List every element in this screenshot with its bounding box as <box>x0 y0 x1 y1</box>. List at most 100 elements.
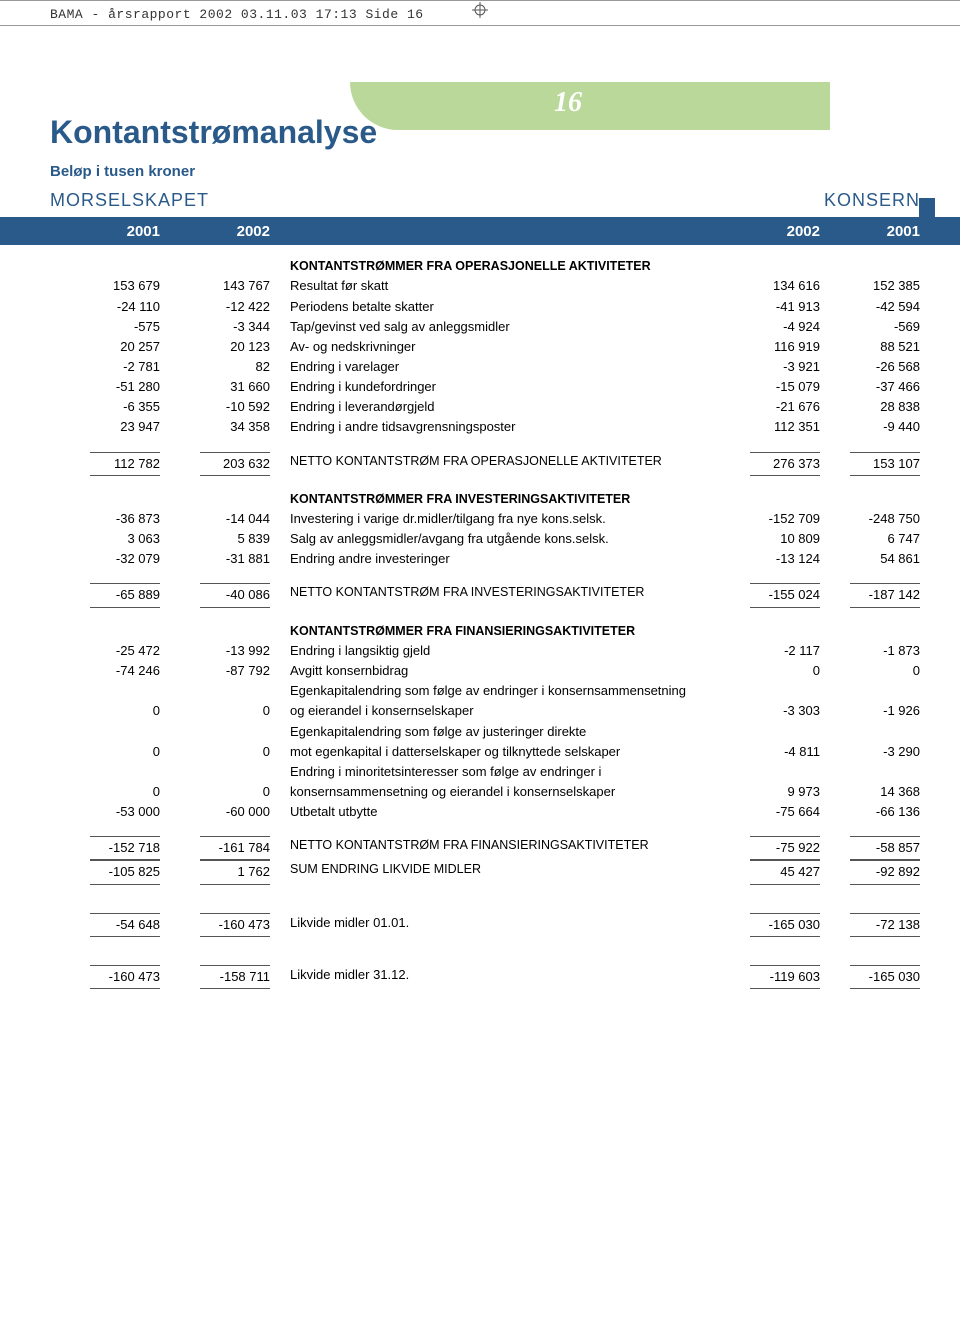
table-row: 153 679143 767Resultat før skatt134 6161… <box>50 276 920 296</box>
table-row: 3 0635 839Salg av anleggsmidler/avgang f… <box>50 529 920 549</box>
cell: -13 124 <box>720 549 820 569</box>
cell: -75 664 <box>720 802 820 822</box>
cell <box>50 762 160 782</box>
cell: -58 857 <box>820 836 920 860</box>
cell <box>720 681 820 701</box>
table-row: 112 782203 632NETTO KONTANTSTRØM FRA OPE… <box>50 452 920 476</box>
table-row: -160 473-158 711Likvide midler 31.12.-11… <box>50 965 920 989</box>
cell: 82 <box>160 357 270 377</box>
cell: -21 676 <box>720 397 820 417</box>
row-label: Utbetalt utbytte <box>270 802 720 822</box>
cell: -152 709 <box>720 509 820 529</box>
cell: -72 138 <box>820 913 920 937</box>
cell: -160 473 <box>160 913 270 937</box>
entity-right: KONSERN <box>824 190 920 211</box>
cell: -152 718 <box>50 836 160 860</box>
cell: 6 747 <box>820 529 920 549</box>
table-row: -6 355-10 592Endring i leverandørgjeld-2… <box>50 397 920 417</box>
cell: -53 000 <box>50 802 160 822</box>
year-col-1: 2001 <box>50 223 160 240</box>
row-label: Avgitt konsernbidrag <box>270 661 720 681</box>
table-row: -25 472-13 992Endring i langsiktig gjeld… <box>50 641 920 661</box>
row-label: Egenkapitalendring som følge av justerin… <box>270 722 720 742</box>
table-row: -51 28031 660Endring i kundefordringer-1… <box>50 377 920 397</box>
cell <box>720 762 820 782</box>
cell: 45 427 <box>720 860 820 884</box>
cell: 0 <box>160 701 270 721</box>
cell <box>820 722 920 742</box>
table-row: 00mot egenkapital i datterselskaper og t… <box>50 742 920 762</box>
cell: -42 594 <box>820 297 920 317</box>
row-label: Endring i leverandørgjeld <box>270 397 720 417</box>
cell: 112 351 <box>720 417 820 437</box>
cell: 0 <box>160 742 270 762</box>
cell: 203 632 <box>160 452 270 476</box>
table-row: -105 8251 762SUM ENDRING LIKVIDE MIDLER4… <box>50 860 920 884</box>
table-row: 20 25720 123Av- og nedskrivninger116 919… <box>50 337 920 357</box>
cell: 34 358 <box>160 417 270 437</box>
cell: -165 030 <box>720 913 820 937</box>
cell: 152 385 <box>820 276 920 296</box>
cell: -87 792 <box>160 661 270 681</box>
cell: -54 648 <box>50 913 160 937</box>
cell: -13 992 <box>160 641 270 661</box>
cell: -12 422 <box>160 297 270 317</box>
crop-mark-icon <box>472 2 488 21</box>
row-label: Investering i varige dr.midler/tilgang f… <box>270 509 720 529</box>
row-label: NETTO KONTANTSTRØM FRA FINANSIERINGSAKTI… <box>270 836 720 860</box>
table-row: 23 94734 358Endring i andre tidsavgrensn… <box>50 417 920 437</box>
section-heading: KONTANTSTRØMMER FRA INVESTERINGSAKTIVITE… <box>270 490 720 509</box>
row-label: og eierandel i konsernselskaper <box>270 701 720 721</box>
year-col-5: 2001 <box>820 223 920 240</box>
cell: -26 568 <box>820 357 920 377</box>
table-row: Egenkapitalendring som følge av justerin… <box>50 722 920 742</box>
row-label: konsernsammensetning og eierandel i kons… <box>270 782 720 802</box>
cell: 0 <box>160 782 270 802</box>
row-label: Endring i varelager <box>270 357 720 377</box>
cell: -155 024 <box>720 583 820 607</box>
cell <box>50 681 160 701</box>
cell <box>820 762 920 782</box>
cell: -36 873 <box>50 509 160 529</box>
cashflow-table: KONTANTSTRØMMER FRA OPERASJONELLE AKTIVI… <box>50 245 920 1003</box>
cell: 112 782 <box>50 452 160 476</box>
cell: -92 892 <box>820 860 920 884</box>
row-label: Av- og nedskrivninger <box>270 337 720 357</box>
cell: -31 881 <box>160 549 270 569</box>
cell: -15 079 <box>720 377 820 397</box>
cell: -165 030 <box>820 965 920 989</box>
cell: -3 290 <box>820 742 920 762</box>
cell: 10 809 <box>720 529 820 549</box>
cell: -1 873 <box>820 641 920 661</box>
page-title: Kontantstrømanalyse <box>50 114 920 151</box>
cell: -248 750 <box>820 509 920 529</box>
cell: -105 825 <box>50 860 160 884</box>
cell: 23 947 <box>50 417 160 437</box>
section-heading-row: KONTANTSTRØMMER FRA OPERASJONELLE AKTIVI… <box>50 257 920 276</box>
cell: -60 000 <box>160 802 270 822</box>
cell: 3 063 <box>50 529 160 549</box>
cell: 31 660 <box>160 377 270 397</box>
cell: -10 592 <box>160 397 270 417</box>
row-label: NETTO KONTANTSTRØM FRA OPERASJONELLE AKT… <box>270 452 720 476</box>
cell: -14 044 <box>160 509 270 529</box>
section-heading: KONTANTSTRØMMER FRA OPERASJONELLE AKTIVI… <box>270 257 720 276</box>
cell: -41 913 <box>720 297 820 317</box>
cell: -65 889 <box>50 583 160 607</box>
cell: -187 142 <box>820 583 920 607</box>
cell: 0 <box>50 742 160 762</box>
cell <box>720 722 820 742</box>
cell: -75 922 <box>720 836 820 860</box>
cell: 134 616 <box>720 276 820 296</box>
table-row: -65 889-40 086NETTO KONTANTSTRØM FRA INV… <box>50 583 920 607</box>
section-heading-row: KONTANTSTRØMMER FRA FINANSIERINGSAKTIVIT… <box>50 622 920 641</box>
cell: 88 521 <box>820 337 920 357</box>
row-label: Likvide midler 01.01. <box>270 913 720 937</box>
cell: -2 117 <box>720 641 820 661</box>
cell: -66 136 <box>820 802 920 822</box>
row-label: Resultat før skatt <box>270 276 720 296</box>
cell: 14 368 <box>820 782 920 802</box>
table-row: -2 78182Endring i varelager-3 921-26 568 <box>50 357 920 377</box>
cell: 276 373 <box>720 452 820 476</box>
cell: 116 919 <box>720 337 820 357</box>
